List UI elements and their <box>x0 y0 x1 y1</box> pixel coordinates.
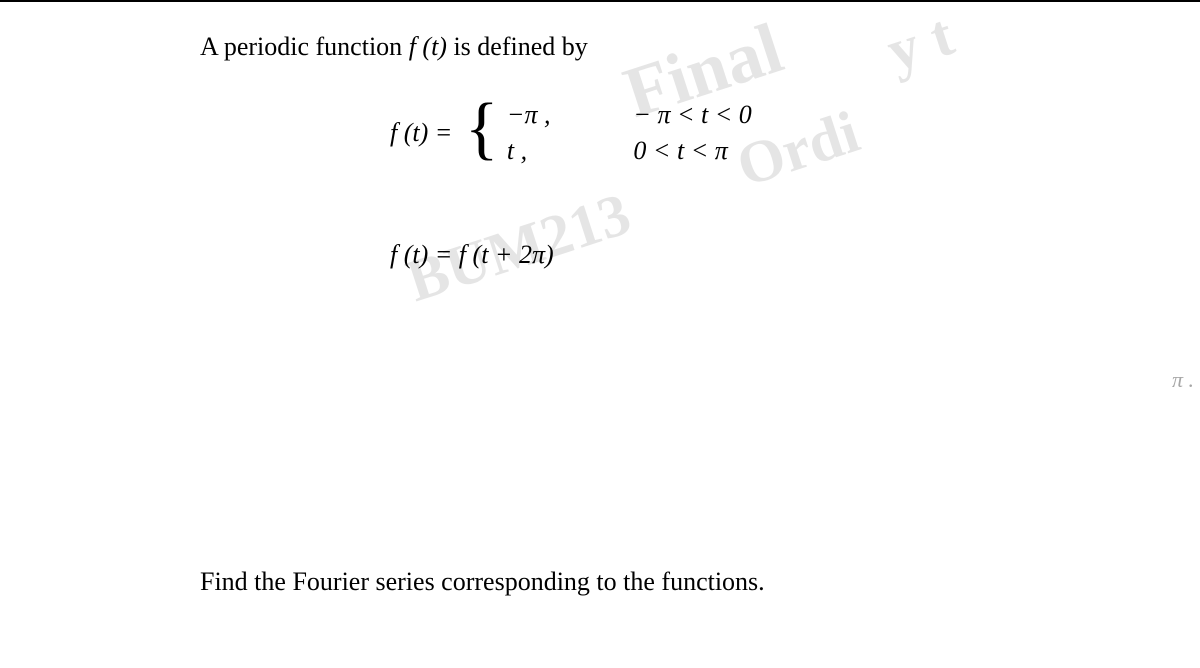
intro-suffix: is defined by <box>453 32 587 61</box>
piecewise-case-condition: − π < t < 0 <box>633 97 751 133</box>
intro-line: A periodic function f (t) is defined by <box>200 32 588 62</box>
intro-prefix: A periodic function <box>200 32 409 61</box>
page: Final Ordi BUM213 y t A periodic functio… <box>0 0 1200 668</box>
question-text: Find the Fourier series corresponding to… <box>200 567 765 597</box>
piecewise-cases: −π , − π < t < 0 t , 0 < t < π <box>507 97 752 169</box>
piecewise-case-value: −π , <box>507 97 567 133</box>
intro-function-symbol: f (t) <box>409 32 447 61</box>
piecewise-case-row: t , 0 < t < π <box>507 133 752 169</box>
edge-mark: π . <box>1172 367 1194 393</box>
piecewise-lhs: f (t) = <box>390 118 452 148</box>
periodicity-expression: f (t) = f (t + 2π) <box>390 240 554 269</box>
watermark-corner: y t <box>879 0 962 86</box>
piecewise-case-row: −π , − π < t < 0 <box>507 97 752 133</box>
piecewise-lhs-text: f (t) = <box>390 118 452 147</box>
piecewise-brace-icon: { <box>465 94 499 164</box>
periodicity-line: f (t) = f (t + 2π) <box>390 240 554 270</box>
piecewise-definition: f (t) = { −π , − π < t < 0 t , 0 < t < π <box>390 97 752 169</box>
piecewise-case-condition: 0 < t < π <box>633 133 727 169</box>
piecewise-case-value: t , <box>507 133 567 169</box>
